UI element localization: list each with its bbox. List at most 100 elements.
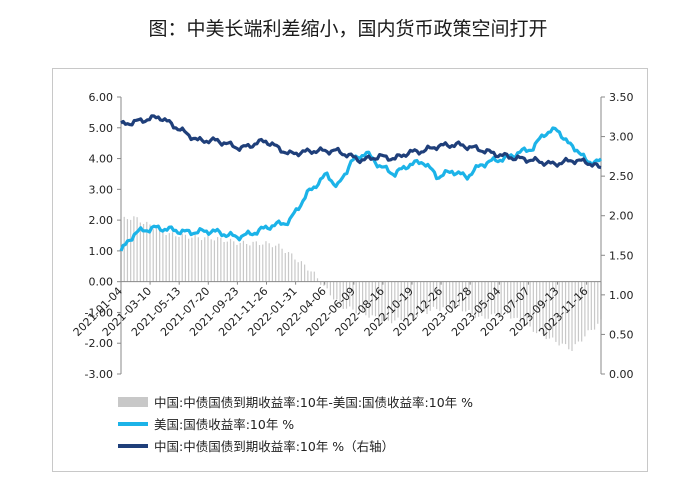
- spread-bar: [329, 281, 331, 296]
- legend-item-cn: 中国:中债国债到期收益率:10年 %（右轴）: [118, 436, 394, 455]
- spread-bar: [188, 238, 190, 282]
- spread-bar: [481, 281, 483, 317]
- spread-bar: [255, 241, 257, 282]
- spread-bar: [168, 233, 170, 282]
- spread-bar: [497, 281, 499, 317]
- left-tick-label: 1.00: [89, 245, 114, 258]
- right-tick-label: 3.50: [609, 91, 634, 104]
- spread-bar: [500, 281, 502, 315]
- spread-bar: [304, 264, 306, 282]
- spread-bar: [159, 227, 161, 282]
- spread-bar: [352, 281, 354, 310]
- spread-bar: [574, 281, 576, 345]
- spread-bar: [561, 281, 563, 344]
- spread-bar: [236, 244, 238, 282]
- spread-bar: [252, 241, 254, 282]
- spread-bar: [468, 281, 470, 310]
- spread-bar: [581, 281, 583, 342]
- legend-item-us: 美国:国债收益率:10年 %: [118, 414, 294, 433]
- spread-bar: [387, 281, 389, 321]
- spread-bar: [210, 239, 212, 282]
- spread-bar: [149, 224, 151, 282]
- spread-bar: [294, 259, 296, 282]
- spread-bar: [313, 271, 315, 282]
- spread-bar: [555, 281, 557, 342]
- spread-bar: [229, 238, 232, 282]
- spread-bar: [571, 281, 573, 351]
- spread-bar: [532, 281, 534, 332]
- spread-bar: [448, 281, 451, 309]
- spread-bar: [526, 281, 528, 326]
- spread-bar: [403, 281, 406, 322]
- spread-bar: [133, 216, 135, 282]
- spread-bar: [368, 281, 370, 318]
- spread-bar: [455, 281, 457, 305]
- spread-bar: [287, 252, 290, 282]
- spread-bar: [326, 281, 328, 289]
- left-tick-label: 4.00: [89, 153, 114, 166]
- axes: [117, 96, 605, 375]
- spread-bar: [419, 281, 422, 313]
- spread-bar: [510, 281, 512, 319]
- spread-bar: [268, 243, 270, 282]
- spread-bar: [584, 281, 586, 337]
- spread-bar: [258, 245, 261, 282]
- spread-bar: [320, 281, 322, 285]
- spread-bar: [477, 281, 480, 317]
- spread-bar: [593, 281, 596, 330]
- spread-bar: [416, 281, 418, 317]
- spread-bar: [384, 281, 386, 320]
- left-tick-label: 0.00: [89, 276, 114, 289]
- spread-bar: [284, 253, 286, 282]
- spread-bar: [362, 281, 364, 311]
- left-tick-label: 5.00: [89, 122, 114, 135]
- spread-bar: [394, 281, 396, 321]
- series-lines: [119, 114, 603, 252]
- right-tick-label: 2.00: [609, 210, 634, 223]
- spread-bar: [568, 281, 570, 350]
- spread-bar: [316, 278, 319, 282]
- spread-bar: [307, 270, 309, 282]
- spread-bar: [426, 281, 428, 315]
- spread-bar: [265, 241, 267, 282]
- spread-bar: [355, 281, 357, 314]
- spread-bar: [262, 244, 264, 282]
- spread-bar: [207, 235, 209, 282]
- right-tick-label: 1.00: [609, 289, 634, 302]
- spread-bar: [336, 281, 338, 300]
- spread-bar: [165, 235, 167, 282]
- spread-bar: [342, 281, 344, 309]
- spread-bar: [484, 281, 486, 319]
- spread-bar: [558, 281, 560, 346]
- spread-bar: [487, 281, 489, 319]
- spread-bar: [374, 281, 377, 317]
- spread-bar: [281, 248, 283, 282]
- spread-bar: [442, 281, 444, 308]
- spread-bar: [297, 262, 299, 282]
- spread-bar: [310, 271, 312, 282]
- legend-swatch-cn: [118, 443, 148, 448]
- spread-bars: [120, 216, 602, 351]
- spread-bar: [333, 281, 335, 300]
- spread-bar: [220, 237, 222, 282]
- legend-label-spread: 中国:中债国债到期收益率:10年-美国:国债收益率:10年 %: [154, 395, 474, 410]
- spread-bar: [226, 241, 228, 282]
- spread-bar: [339, 281, 341, 303]
- spread-bar: [275, 245, 277, 282]
- spread-bar: [458, 281, 460, 307]
- spread-bar: [429, 281, 431, 311]
- spread-bar: [152, 229, 154, 282]
- spread-bar: [233, 241, 235, 282]
- spread-bar: [197, 237, 199, 282]
- spread-bar: [123, 216, 125, 282]
- spread-bar: [175, 236, 177, 282]
- us-yield-line: [119, 126, 603, 252]
- spread-bar: [217, 237, 219, 282]
- spread-bar: [516, 281, 518, 318]
- left-tick-label: 3.00: [89, 183, 114, 196]
- left-tick-label: -2.00: [85, 337, 113, 350]
- spread-bar: [545, 281, 547, 340]
- spread-bar: [126, 219, 129, 282]
- spread-bar: [436, 281, 438, 310]
- spread-bar: [213, 240, 216, 282]
